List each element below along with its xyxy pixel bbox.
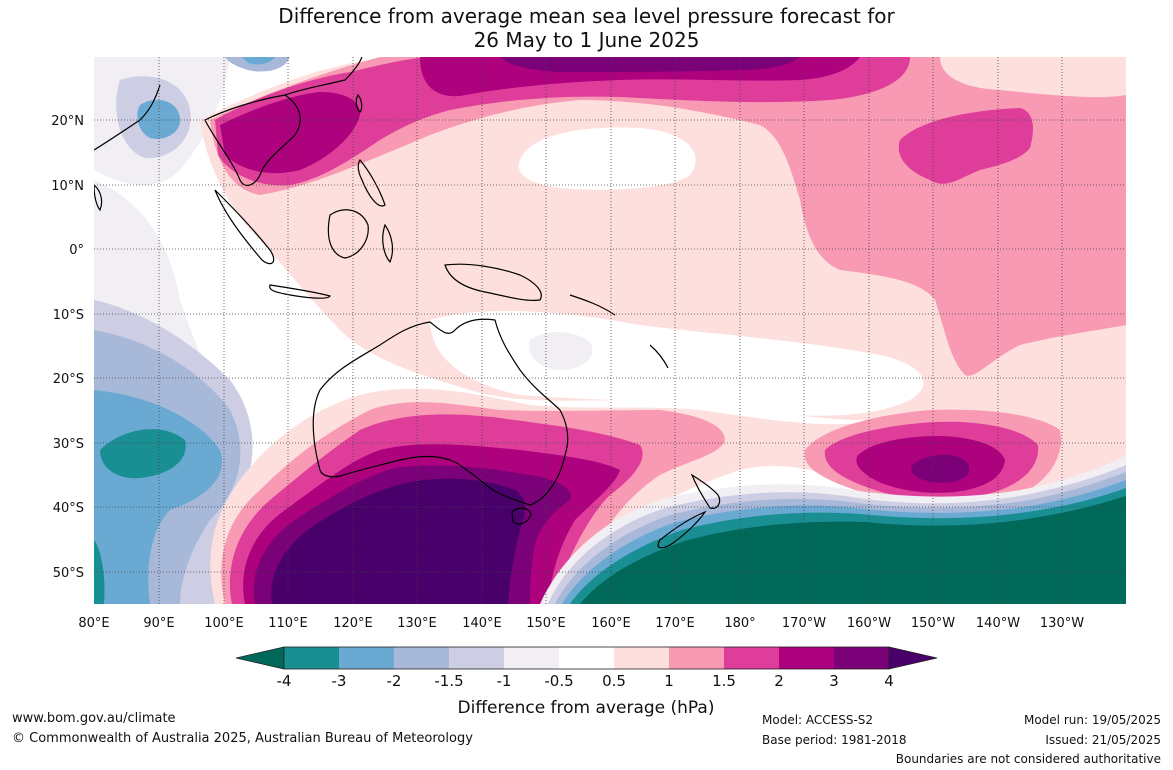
anomaly-region-south-deep-purple xyxy=(271,478,525,604)
colorbar-segment xyxy=(284,647,339,669)
anomaly-region-north-magenta xyxy=(215,57,910,186)
colorbar-tick: 2 xyxy=(774,672,784,690)
footer-copyright: © Commonwealth of Australia 2025, Austra… xyxy=(12,731,473,746)
footer-website[interactable]: www.bom.gov.au/climate xyxy=(12,711,176,726)
coast-australia xyxy=(312,318,569,506)
colorbar-segment xyxy=(724,647,779,669)
coast-new-caledonia xyxy=(649,344,669,369)
anomaly-region-light-pink-ne xyxy=(940,57,1126,88)
coast-new-guinea xyxy=(444,263,542,301)
colorbar-segment xyxy=(834,647,889,669)
lon-label: 150°W xyxy=(911,616,955,631)
colorbar: -4 -3 -2 -1.5 -1 -0.5 0.5 1 1.5 2 3 4 Di… xyxy=(235,646,938,718)
longitude-labels: 80°E 90°E 100°E 110°E 120°E 130°E 140°E … xyxy=(78,616,1084,631)
lon-label: 90°E xyxy=(143,616,174,631)
colorbar-segment xyxy=(504,647,559,669)
coast-borneo xyxy=(327,209,369,259)
anomaly-field xyxy=(94,57,1126,604)
footer-model-run: Model run: 19/05/2025 xyxy=(1023,713,1161,727)
coast-sumatra xyxy=(214,189,275,265)
footer-base-period: Base period: 1981-2018 xyxy=(762,733,907,747)
lon-label: 130°E xyxy=(397,616,437,631)
colorbar-tick: -2 xyxy=(387,672,402,690)
map-title-line2: 26 May to 1 June 2025 xyxy=(473,28,700,52)
lon-label: 140°E xyxy=(462,616,502,631)
latitude-labels: 20°N 10°N 0° 10°S 20°S 30°S 40°S 50°S xyxy=(51,114,84,581)
lon-label: 170°W xyxy=(782,616,826,631)
lon-label: 110°E xyxy=(268,616,308,631)
colorbar-extend-low xyxy=(235,646,285,670)
lat-label: 20°S xyxy=(53,372,84,387)
lat-label: 30°S xyxy=(53,437,84,452)
anomaly-region-se-deep-teal xyxy=(580,496,1126,604)
colorbar-extend-high xyxy=(888,646,938,670)
lat-label: 10°N xyxy=(51,179,84,194)
anomaly-region-north-purple xyxy=(500,57,800,72)
graticule xyxy=(94,57,1126,604)
colorbar-tick: 0.5 xyxy=(602,672,626,690)
lon-label: 80°E xyxy=(78,616,109,631)
lon-label: 180° xyxy=(724,616,755,631)
lat-label: 40°S xyxy=(53,501,84,516)
anomaly-region-se-purple xyxy=(911,454,970,483)
anomaly-region-faint-tropics xyxy=(529,331,593,370)
lon-label: 160°E xyxy=(591,616,631,631)
coast-indochina xyxy=(204,94,301,187)
colorbar-segment xyxy=(779,647,834,669)
lat-label: 10°S xyxy=(53,308,84,323)
anomaly-region-n-blue-core xyxy=(242,57,275,65)
colorbar-tick: -0.5 xyxy=(544,672,573,690)
coast-philippines xyxy=(357,158,386,207)
coast-china xyxy=(284,57,363,96)
coast-sulawesi xyxy=(382,223,394,264)
lon-label: 160°W xyxy=(847,616,891,631)
lon-label: 170°E xyxy=(655,616,695,631)
lon-label: 120°E xyxy=(333,616,373,631)
anomaly-region-north-crimson xyxy=(220,92,360,174)
colorbar-segment xyxy=(339,647,394,669)
map-title-line1: Difference from average mean sea level p… xyxy=(278,4,895,28)
anomaly-region-neutral-north xyxy=(518,127,696,190)
coast-tasmania xyxy=(511,507,532,525)
colorbar-tick: -3 xyxy=(332,672,347,690)
colorbar-tick: -4 xyxy=(277,672,292,690)
coast-java xyxy=(269,284,331,299)
colorbar-segment xyxy=(394,647,449,669)
lon-label: 150°E xyxy=(526,616,566,631)
anomaly-region-hawaii-magenta xyxy=(898,108,1033,184)
coast-new-zealand-north xyxy=(690,473,721,509)
colorbar-segment xyxy=(559,647,614,669)
anomaly-region-west-teal xyxy=(100,429,186,479)
colorbar-tick: 1 xyxy=(664,672,674,690)
coast-sri-lanka xyxy=(94,184,103,212)
lat-label: 0° xyxy=(69,243,84,258)
anomaly-region-west-teal-2 xyxy=(94,540,105,604)
lon-label: 130°W xyxy=(1040,616,1084,631)
colorbar-segment xyxy=(614,647,669,669)
footer-issued: Issued: 21/05/2025 xyxy=(1045,733,1161,747)
colorbar-tick: -1.5 xyxy=(434,672,463,690)
footer-disclaimer: Boundaries are not considered authoritat… xyxy=(895,752,1161,766)
coast-new-zealand-south xyxy=(657,510,707,549)
lat-label: 50°S xyxy=(53,566,84,581)
lon-label: 140°W xyxy=(976,616,1020,631)
lon-label: 100°E xyxy=(204,616,244,631)
lat-label: 20°N xyxy=(51,114,84,129)
colorbar-tick: -1 xyxy=(497,672,512,690)
colorbar-segment xyxy=(449,647,504,669)
colorbar-tick: 3 xyxy=(829,672,839,690)
colorbar-tick: 4 xyxy=(884,672,894,690)
colorbar-segment xyxy=(669,647,724,669)
colorbar-tick: 1.5 xyxy=(712,672,736,690)
coast-taiwan xyxy=(355,93,363,113)
anomaly-region-north-pink xyxy=(210,57,1126,376)
footer-model: Model: ACCESS-S2 xyxy=(762,713,874,727)
colorbar-label: Difference from average (hPa) xyxy=(458,698,715,718)
